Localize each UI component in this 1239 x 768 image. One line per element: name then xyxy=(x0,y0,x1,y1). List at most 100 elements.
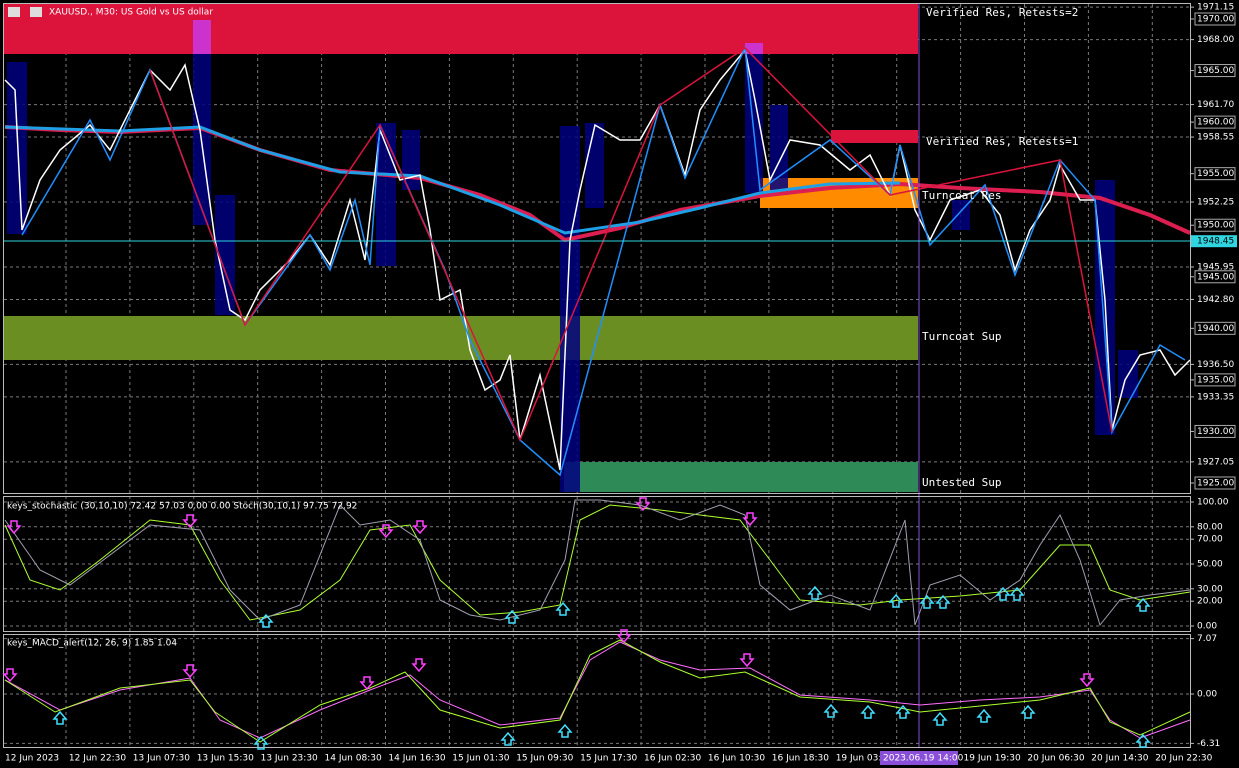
buy-arrow xyxy=(807,585,823,600)
time-label: 13 Jun 15:30 xyxy=(197,754,254,764)
buy-arrow xyxy=(995,586,1011,601)
price-label: 1930.00 xyxy=(1197,427,1234,437)
price-label: 1960.00 xyxy=(1197,118,1234,128)
level-box xyxy=(1194,218,1236,232)
time-label: 20 Jun 22:30 xyxy=(1155,754,1212,764)
buy-arrow xyxy=(888,593,904,608)
stoch-main xyxy=(4,499,1191,627)
price-label: 1925.00 xyxy=(1197,478,1234,488)
buy-arrow xyxy=(253,735,269,750)
buy-arrow xyxy=(555,601,571,616)
sell-arrow xyxy=(411,658,427,673)
macd-signal xyxy=(4,641,1191,739)
sell-arrow xyxy=(6,520,22,535)
price-label: 1952.25 xyxy=(1197,198,1234,208)
price-label: 1958.55 xyxy=(1197,133,1234,143)
level-box xyxy=(1194,12,1236,26)
highlight-bar xyxy=(193,20,211,54)
zone-label: Turncoat Sup xyxy=(922,330,1001,343)
level-box xyxy=(1194,321,1236,335)
turncoat-sup-zone xyxy=(4,316,918,360)
sell-arrow xyxy=(182,514,198,529)
time-label: 16 Jun 18:30 xyxy=(772,754,829,764)
panel-borders xyxy=(3,3,1191,748)
level-box xyxy=(1194,270,1236,284)
price-label: 1970.00 xyxy=(1197,15,1234,25)
price-label: 1965.00 xyxy=(1197,66,1234,76)
sell-arrow xyxy=(182,664,198,679)
buy-arrow xyxy=(932,711,948,726)
sell-arrow xyxy=(378,524,394,539)
time-label: 15 Jun 17:30 xyxy=(580,754,637,764)
indicator-label: 7.07 xyxy=(1197,634,1217,644)
chart-title: XAUUSD., M30: US Gold vs US dollar xyxy=(49,8,213,18)
time-label: 19 Jun 19:30 xyxy=(964,754,1021,764)
sell-arrow xyxy=(1079,673,1095,688)
buy-arrow xyxy=(860,704,876,719)
time-label: 14 Jun 08:30 xyxy=(325,754,382,764)
buy-arrow xyxy=(1020,704,1036,719)
sell-arrow xyxy=(359,676,375,691)
time-label: 14 Jun 16:30 xyxy=(388,754,445,764)
price-label: 1935.00 xyxy=(1197,375,1234,385)
price-label: 1950.00 xyxy=(1197,221,1234,231)
price-label: 1936.50 xyxy=(1197,360,1234,370)
zone-label: Verified Res, Retests=1 xyxy=(926,135,1078,148)
resistance-zone xyxy=(4,4,918,54)
signal-arrows xyxy=(2,497,1151,750)
level-box xyxy=(1194,64,1236,78)
buy-arrow xyxy=(504,609,520,624)
sell-arrow xyxy=(635,497,651,512)
stoch-signal xyxy=(4,504,1191,621)
zone-label: Untested Sup xyxy=(922,476,1001,489)
price-label: 1945.95 xyxy=(1197,262,1234,272)
level-box xyxy=(1194,424,1236,438)
time-label: 19 Jun 03:30 xyxy=(836,754,893,764)
time-label: 15 Jun 09:30 xyxy=(516,754,573,764)
level-box xyxy=(1194,115,1236,129)
time-label: 20 Jun 06:30 xyxy=(1027,754,1084,764)
indicator-label: 50.00 xyxy=(1197,560,1223,570)
sell-arrow xyxy=(739,653,755,668)
indicator-label: -6.31 xyxy=(1197,739,1220,749)
price-label: 1933.35 xyxy=(1197,392,1234,402)
indicator-label: 20.00 xyxy=(1197,597,1223,607)
buy-arrow xyxy=(1135,597,1151,612)
buy-arrow xyxy=(557,723,573,738)
time-label: 15 Jun 01:30 xyxy=(452,754,509,764)
buy-arrow xyxy=(1135,733,1151,748)
level-box xyxy=(1194,476,1236,490)
buy-arrow xyxy=(500,731,516,746)
price-label: 1927.05 xyxy=(1197,457,1234,467)
price-label: 1942.80 xyxy=(1197,295,1234,305)
price-label: 1971.15 xyxy=(1197,3,1234,13)
zone-label: Turncoat Res xyxy=(922,189,1001,202)
current-price-label: 1948.45 xyxy=(1197,237,1234,247)
time-label: 13 Jun 07:30 xyxy=(133,754,190,764)
untested-sup-zone xyxy=(564,462,918,492)
buy-arrow xyxy=(919,594,935,609)
cursor-time-box xyxy=(880,751,958,765)
price-label: 1961.70 xyxy=(1197,100,1234,110)
price-label: 1940.00 xyxy=(1197,324,1234,334)
buy-arrow xyxy=(895,704,911,719)
indicator-label: 80.00 xyxy=(1197,522,1223,532)
indicator-label: 70.00 xyxy=(1197,535,1223,545)
level-box xyxy=(1194,373,1236,387)
time-label: 20 Jun 14:30 xyxy=(1091,754,1148,764)
price-label: 1968.00 xyxy=(1197,35,1234,45)
stoch-title: keys_stochastic (30,10,10) 72.42 57.03 0… xyxy=(7,502,357,512)
cursor-time-label: 2023.06.19 14:00 xyxy=(883,754,964,764)
current-price-box xyxy=(1191,235,1237,248)
buy-arrow xyxy=(258,613,274,628)
axes: 1971.15 1970.00 1968.00 1965.00 1961.70 1960.… xyxy=(5,3,1237,765)
chart-icon xyxy=(30,7,42,17)
highlight-bar xyxy=(745,43,763,54)
menu-icon xyxy=(8,7,20,17)
macd-title: keys_MACD_alert(12, 26, 9) 1.85 1.04 xyxy=(7,639,177,649)
price-label: 1945.00 xyxy=(1197,272,1234,282)
resistance-zone xyxy=(831,130,918,143)
sell-arrow xyxy=(742,512,758,527)
